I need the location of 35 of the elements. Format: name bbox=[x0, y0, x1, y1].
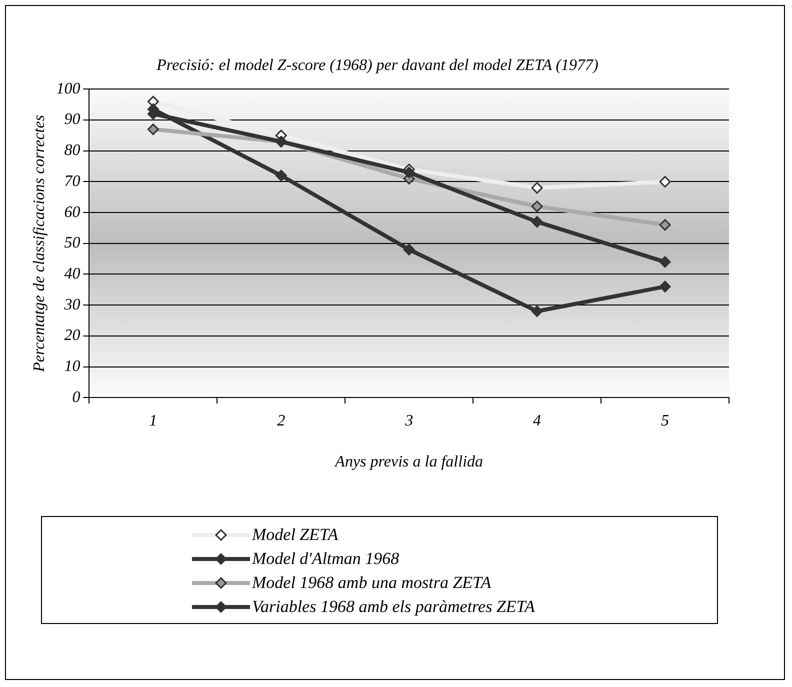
y-tick-label: 50 bbox=[64, 234, 80, 252]
y-tick-label: 70 bbox=[64, 172, 80, 190]
x-tick-label: 5 bbox=[661, 412, 670, 430]
y-tick-label: 0 bbox=[72, 388, 80, 406]
y-tick-label: 10 bbox=[64, 358, 80, 375]
chart-title: Precisió: el model Z-score (1968) per davant del model ZETA (1977) bbox=[156, 56, 598, 74]
y-tick-label: 80 bbox=[64, 142, 80, 160]
point bbox=[403, 166, 415, 178]
point bbox=[403, 244, 415, 256]
point bbox=[147, 124, 159, 136]
legend-label: Model d'Altman 1968 bbox=[252, 549, 400, 569]
y-tick-label: 60 bbox=[64, 204, 80, 221]
point bbox=[531, 182, 543, 194]
y-axis-title: Percentatge de classificacions correctes bbox=[30, 114, 48, 373]
y-tick-label: 40 bbox=[64, 265, 80, 282]
y-tick-label: 30 bbox=[63, 296, 80, 314]
point bbox=[531, 216, 543, 228]
point bbox=[531, 306, 543, 317]
x-tick-label: 3 bbox=[404, 412, 414, 430]
x-axis-title: Anys previs a la fallida bbox=[334, 454, 484, 471]
point bbox=[531, 200, 543, 212]
point bbox=[659, 256, 671, 268]
x-tick-label: 2 bbox=[277, 412, 286, 430]
point bbox=[275, 170, 287, 182]
legend-label: Variables 1968 amb els paràmetres ZETA bbox=[252, 597, 535, 617]
point bbox=[659, 280, 671, 292]
y-tick-label: 100 bbox=[56, 80, 80, 98]
y-tick-label: 90 bbox=[64, 111, 80, 128]
point bbox=[659, 219, 671, 231]
point bbox=[659, 176, 671, 188]
y-tick-label: 20 bbox=[64, 327, 80, 344]
x-tick-label: 1 bbox=[149, 412, 158, 430]
x-tick-label: 4 bbox=[533, 412, 542, 430]
legend-label: Model ZETA bbox=[252, 525, 338, 545]
legend-label: Model 1968 amb una mostra ZETA bbox=[252, 573, 492, 593]
